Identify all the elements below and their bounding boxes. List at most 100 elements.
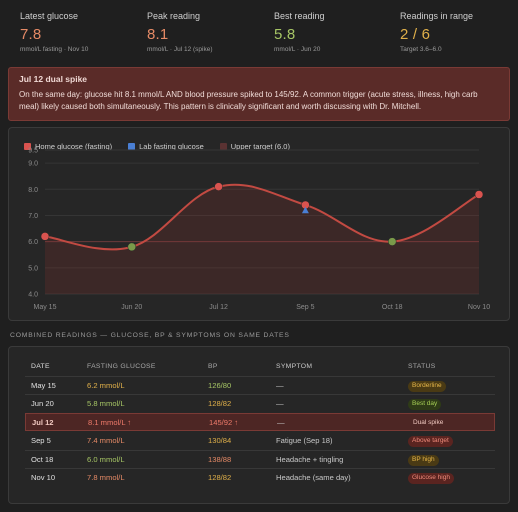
x-tick-label: Jul 12 (209, 304, 228, 311)
cell-glucose: 6.0 mmol/L (87, 455, 125, 464)
cell-glucose: 8.1 mmol/L ↑ (88, 418, 132, 427)
cell-date: May 15 (31, 381, 56, 390)
stat-readings-in-range: Readings in range 2 / 6 Target 3.6–6.0 (400, 11, 473, 53)
home-glucose-line (44, 183, 480, 251)
home-glucose-point (214, 182, 223, 191)
home-glucose-point (474, 190, 484, 199)
y-tick-label: 9.0 (28, 161, 38, 168)
header-symptom: SYMPTOM (276, 363, 313, 370)
table-row[interactable]: Jun 20 5.8 mmol/L 128/82 — Best day (25, 394, 495, 411)
legend-swatch (219, 143, 227, 150)
table-row[interactable]: May 15 6.2 mmol/L 126/80 — Borderline (25, 376, 495, 393)
cell-status: Above target (408, 435, 453, 447)
cell-status: Borderline (408, 380, 446, 392)
y-tick-label: 7.0 (28, 213, 38, 220)
status-badge: Above target (408, 435, 453, 447)
header-glucose: FASTING GLUCOSE (87, 363, 156, 370)
stat-label: Readings in range (400, 11, 474, 21)
stat-label: Latest glucose (20, 11, 79, 21)
y-tick-label: 4.0 (28, 292, 38, 299)
cell-bp: 145/92 ↑ (209, 418, 239, 427)
status-badge: Glucose high (408, 472, 454, 484)
stat-sub: mmol/L fasting · Nov 10 (20, 46, 89, 53)
home-glucose-point (387, 237, 397, 246)
cell-date: Oct 18 (31, 455, 54, 464)
glucose-chart-panel: Home glucose (fasting) Lab fasting gluco… (8, 127, 510, 321)
cell-symptom: Headache (same day) (276, 473, 351, 482)
cell-glucose: 5.8 mmol/L (87, 399, 125, 408)
legend-label: Lab fasting glucose (139, 142, 204, 151)
legend-item-lab-glucose[interactable]: Lab fasting glucose (128, 142, 204, 151)
legend-item-home-glucose[interactable]: Home glucose (fasting) (24, 142, 112, 151)
x-tick-label: Sep 5 (296, 304, 314, 311)
cell-glucose: 7.4 mmol/L (87, 436, 125, 445)
table-section-title: COMBINED READINGS — GLUCOSE, BP & SYMPTO… (10, 332, 290, 339)
alert-title: Jul 12 dual spike (19, 74, 88, 84)
cell-bp: 130/84 (208, 436, 232, 445)
stat-sub: mmol/L · Jul 12 (spike) (147, 46, 213, 53)
stat-value: 8.1 (147, 26, 169, 43)
header-status: STATUS (408, 363, 436, 370)
stat-value: 7.8 (20, 26, 42, 43)
home-glucose-point (127, 242, 137, 252)
cell-symptom: Fatigue (Sep 18) (276, 436, 333, 445)
y-tick-label: 8.0 (28, 187, 38, 194)
cell-symptom: — (277, 418, 285, 427)
legend-item-upper-target[interactable]: Upper target (6.0) (219, 142, 290, 151)
status-badge: Dual spike (413, 419, 444, 426)
status-badge: BP high (408, 454, 439, 466)
cell-status: Dual spike (409, 417, 447, 429)
stat-latest-glucose: Latest glucose 7.8 mmol/L fasting · Nov … (20, 11, 88, 53)
status-badge: Borderline (408, 380, 446, 392)
cell-bp: 138/88 (208, 455, 232, 464)
cell-symptom: Headache + tingling (276, 455, 344, 464)
legend-label: Home glucose (fasting) (35, 142, 113, 151)
table-row[interactable]: Sep 5 7.4 mmol/L 130/84 Fatigue (Sep 18)… (25, 432, 495, 449)
cell-date: Jul 12 (32, 418, 54, 427)
cell-glucose: 7.8 mmol/L (87, 473, 125, 482)
stat-label: Best reading (274, 11, 325, 21)
x-tick-label: May 15 (34, 304, 57, 311)
glucose-line-chart: 4.0 5.0 6.0 7.0 8.0 9.0 9.5 May 15 Jun 20 Jul 12 S… (28, 148, 490, 312)
stat-label: Peak reading (147, 11, 201, 21)
y-tick-label: 5.0 (28, 265, 38, 272)
x-tick-label: Oct 18 (382, 304, 403, 311)
x-tick-label: Nov 10 (468, 304, 490, 311)
cell-date: Jun 20 (31, 399, 54, 408)
home-glucose-area (45, 184, 479, 294)
table-row[interactable]: Nov 10 7.8 mmol/L 128/82 Headache (same … (25, 468, 495, 485)
header-bp: BP (208, 363, 218, 370)
cell-symptom: — (276, 381, 284, 390)
legend-swatch (24, 143, 31, 150)
table-row[interactable]: Oct 18 6.0 mmol/L 138/88 Headache + ting… (25, 450, 495, 467)
cell-status: Glucose high (408, 472, 454, 484)
cell-symptom: — (276, 399, 284, 408)
alert-body: On the same day: glucose hit 8.1 mmol/L … (19, 90, 478, 111)
status-badge: Best day (408, 398, 442, 410)
stats-row: Latest glucose 7.8 mmol/L fasting · Nov … (8, 0, 510, 64)
home-glucose-point (40, 232, 50, 241)
table-row-highlighted[interactable]: Jul 12 8.1 mmol/L ↑ 145/92 ↑ — Dual spik… (25, 413, 495, 431)
cell-glucose: 6.2 mmol/L (87, 381, 125, 390)
y-tick-label: 9.5 (28, 148, 38, 155)
dual-spike-alert: Jul 12 dual spike On the same day: gluco… (8, 67, 510, 121)
stat-value: 5.8 (274, 26, 296, 43)
legend-swatch (128, 143, 136, 150)
cell-bp: 128/82 (208, 399, 232, 408)
stat-best-reading: Best reading 5.8 mmol/L · Jun 20 (274, 11, 325, 53)
cell-bp: 126/80 (208, 381, 232, 390)
cell-status: BP high (408, 454, 439, 466)
x-tick-label: Jun 20 (121, 304, 142, 311)
header-date: DATE (31, 363, 50, 370)
cell-date: Sep 5 (31, 436, 51, 445)
stat-sub: Target 3.6–6.0 (400, 46, 442, 53)
cell-bp: 128/82 (208, 473, 232, 482)
lab-glucose-point (301, 206, 309, 214)
chart-legend: Home glucose (fasting) Lab fasting gluco… (24, 142, 306, 151)
cell-status: Best day (408, 398, 442, 410)
stat-peak-reading: Peak reading 8.1 mmol/L · Jul 12 (spike) (147, 11, 213, 53)
y-tick-label: 6.0 (28, 239, 38, 246)
cell-date: Nov 10 (31, 473, 56, 482)
combined-readings-table: DATE FASTING GLUCOSE BP SYMPTOM STATUS M… (8, 346, 510, 504)
stat-value: 2 / 6 (400, 26, 431, 43)
